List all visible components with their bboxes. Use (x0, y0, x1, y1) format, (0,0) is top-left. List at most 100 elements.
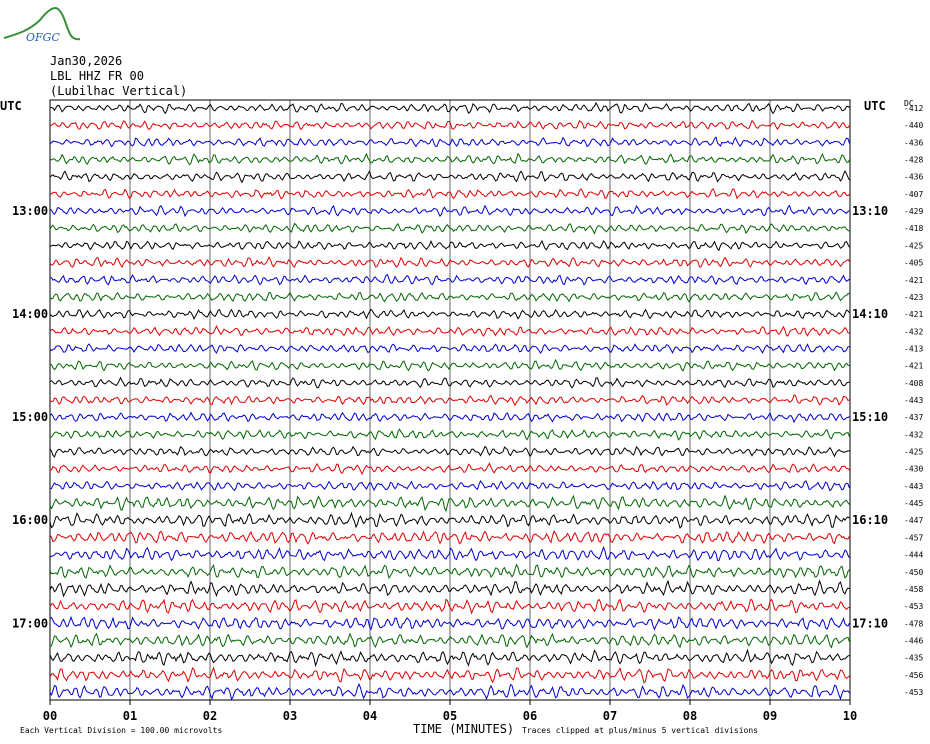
x-tick-label: 05 (443, 709, 457, 723)
trace-line (49, 101, 850, 115)
ofgc-logo: OFGC (3, 7, 81, 44)
x-axis-label: TIME (MINUTES) (413, 722, 514, 736)
header-location: (Lubilhac Vertical) (50, 84, 187, 98)
dc-offset-label: -444 (904, 551, 923, 560)
dc-offset-label: -436 (904, 173, 923, 182)
right-time-labels: 13:10 14:10 15:10 16:10 17:10 (852, 204, 888, 630)
trace-line (49, 324, 850, 337)
x-tick-label: 03 (283, 709, 297, 723)
trace-line (49, 204, 850, 218)
left-time-label: 14:00 (12, 307, 48, 321)
dc-offset-label: -407 (904, 190, 923, 199)
footer-left-note: Each Vertical Division = 100.00 microvol… (20, 726, 222, 735)
x-tick-label: 02 (203, 709, 217, 723)
dc-offset-label: -421 (904, 276, 923, 285)
right-time-label: 15:10 (852, 410, 888, 424)
trace-line (49, 119, 850, 131)
x-tick-label: 00 (43, 709, 57, 723)
x-tick-label: 04 (363, 709, 377, 723)
x-tick-label: 06 (523, 709, 537, 723)
utc-label-right: UTC (864, 99, 886, 113)
dc-offset-label: -446 (904, 637, 923, 646)
dc-offset-label: -408 (904, 379, 923, 388)
dc-offset-label: -443 (904, 396, 923, 405)
trace-line (50, 428, 850, 441)
dc-offset-label: -435 (904, 654, 923, 663)
trace-line (49, 376, 850, 389)
trace-line (49, 188, 850, 200)
trace-line (49, 255, 850, 269)
dc-offset-label: -436 (904, 138, 923, 147)
logo-text: OFGC (26, 31, 60, 44)
trace-line (49, 358, 850, 372)
x-tick-label: 10 (843, 709, 857, 723)
left-time-label: 16:00 (12, 513, 48, 527)
trace-line (49, 479, 850, 492)
dc-offset-label: -423 (904, 293, 923, 302)
right-time-label: 16:10 (852, 513, 888, 527)
trace-line (49, 152, 850, 166)
dc-offset-label: -421 (904, 310, 923, 319)
x-tick-labels: 00 01 02 03 04 05 06 07 08 09 10 (43, 700, 857, 723)
trace-line (49, 530, 850, 545)
trace-line (49, 563, 850, 580)
right-time-label: 13:10 (852, 204, 888, 218)
left-time-labels: 13:00 14:00 15:00 16:00 17:00 (12, 204, 48, 630)
dc-offset-label: -457 (904, 533, 923, 542)
dc-offset-label: -421 (904, 362, 923, 371)
dc-offset-label: -430 (904, 465, 923, 474)
trace-line (49, 222, 850, 235)
trace-line (49, 170, 850, 184)
trace-line (49, 343, 850, 354)
logo-swoosh (3, 7, 81, 41)
trace-line (49, 648, 850, 668)
trace-line (49, 579, 850, 598)
right-time-label: 14:10 (852, 307, 888, 321)
trace-line (49, 494, 850, 513)
traces (49, 101, 850, 701)
trace-line (49, 511, 850, 529)
trace-line (49, 615, 850, 631)
trace-line (49, 666, 850, 684)
dc-offset-label: -443 (904, 482, 923, 491)
trace-line (49, 239, 850, 252)
trace-line (49, 545, 850, 562)
trace-line (49, 394, 850, 407)
dc-offset-label: -428 (904, 156, 923, 165)
dc-offset-label: -478 (904, 619, 923, 628)
dc-offset-label: -450 (904, 568, 923, 577)
dc-offset-label: -425 (904, 448, 923, 457)
footer-right-note: Traces clipped at plus/minus 5 vertical … (522, 726, 758, 735)
trace-line (49, 136, 850, 148)
trace-line (49, 445, 850, 458)
trace-line (49, 682, 850, 701)
dc-offset-label: -432 (904, 430, 923, 439)
dc-offset-label: -413 (904, 345, 923, 354)
dc-offset-label: -418 (904, 224, 923, 233)
dc-offset-label: -437 (904, 413, 923, 422)
dc-offset-label: -445 (904, 499, 923, 508)
trace-line (49, 411, 850, 424)
trace-line (50, 273, 850, 286)
dc-offset-label: -447 (904, 516, 923, 525)
right-time-label: 17:10 (852, 616, 888, 630)
trace-line (49, 308, 850, 320)
left-time-label: 15:00 (12, 410, 48, 424)
dc-offset-label: -429 (904, 207, 923, 216)
dc-offset-label: -456 (904, 671, 923, 680)
trace-line (49, 291, 850, 303)
utc-label-left: UTC (0, 99, 22, 113)
dc-offset-label: -458 (904, 585, 923, 594)
left-time-label: 17:00 (12, 616, 48, 630)
dc-label: DC (904, 99, 914, 108)
x-tick-label: 07 (603, 709, 617, 723)
trace-line (49, 462, 850, 476)
left-time-label: 13:00 (12, 204, 48, 218)
dc-offset-labels: -412 -440 -436 -428 -436 -407 -429 -418 -425 -405… (904, 104, 923, 697)
dc-offset-label: -425 (904, 241, 923, 250)
trace-line (49, 632, 850, 649)
dc-offset-label: -440 (904, 121, 923, 130)
dc-offset-label: -412 (904, 104, 923, 113)
dc-offset-label: -432 (904, 327, 923, 336)
